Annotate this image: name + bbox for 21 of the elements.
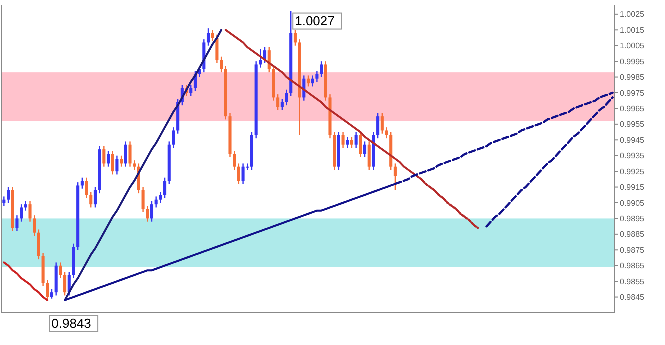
y-tick-label: 0.9935: [620, 152, 646, 161]
y-tick-label: 0.9995: [620, 57, 646, 66]
y-tick-label: 0.9855: [620, 277, 646, 286]
y-tick-label: 1.0005: [620, 42, 646, 51]
y-tick-label: 0.9875: [620, 246, 646, 255]
y-tick-label: 0.9955: [620, 120, 646, 130]
y-tick-label: 0.9865: [620, 262, 646, 271]
y-tick-label: 0.9885: [620, 230, 646, 240]
y-tick-label: 0.9905: [620, 198, 646, 208]
y-tick-label: 0.9915: [620, 183, 646, 192]
y-tick-label: 0.9975: [620, 88, 646, 98]
y-tick-label: 0.9895: [620, 214, 646, 224]
y-tick-label: 1.0015: [620, 26, 646, 35]
y-tick-label: 0.9925: [620, 167, 646, 176]
y-tick-label: 0.9945: [620, 136, 646, 145]
y-tick-label: 1.0025: [620, 10, 646, 20]
y-tick-label: 0.9845: [620, 293, 646, 302]
y-tick-label: 0.9965: [620, 104, 646, 114]
y-tick-label: 0.9985: [620, 73, 646, 82]
text: 0.9843: [52, 316, 92, 331]
annotation: 1.0027: [295, 13, 335, 28]
